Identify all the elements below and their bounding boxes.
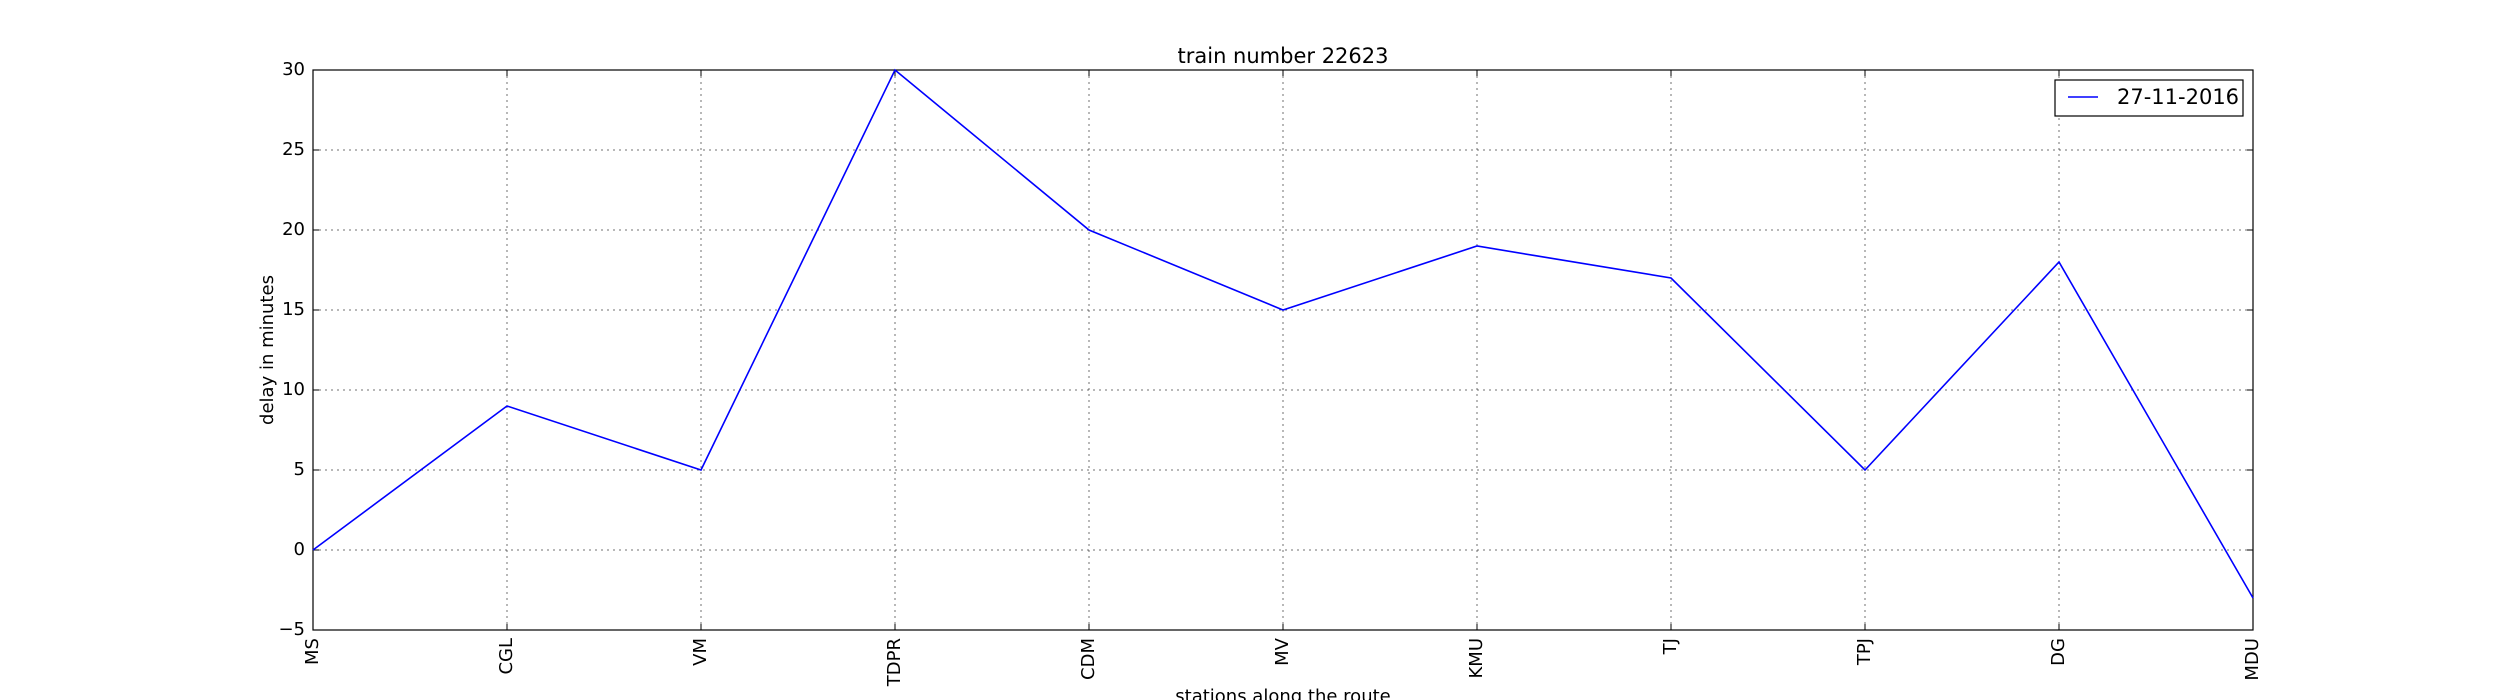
x-tick-label: DG bbox=[2048, 638, 2069, 666]
x-tick-label: VM bbox=[690, 638, 711, 666]
y-tick-label: −5 bbox=[278, 619, 305, 640]
grid bbox=[312, 69, 2254, 631]
chart-title: train number 22623 bbox=[1178, 44, 1389, 68]
series-layer bbox=[312, 68, 2254, 599]
y-axis-label: delay in minutes bbox=[257, 275, 278, 425]
legend-label: 27-11-2016 bbox=[2117, 85, 2239, 109]
x-tick-label: TPJ bbox=[1854, 638, 1875, 666]
x-tick-label: TDPR bbox=[884, 638, 905, 687]
x-tick-label: MDU bbox=[2242, 638, 2263, 681]
x-tick-label: TJ bbox=[1660, 638, 1681, 655]
y-tick-label: 10 bbox=[282, 379, 305, 400]
series-line bbox=[312, 68, 2254, 599]
x-tick-label: CDM bbox=[1078, 638, 1099, 680]
x-tick-label: MS bbox=[302, 638, 323, 665]
ticks: MS CGL VM TDPR CDM MV KMU TJ TPJ DG MDU −5 0 5 10 15 20 2… bbox=[278, 59, 2263, 687]
y-tick-label: 5 bbox=[294, 459, 305, 480]
y-tick-label: 0 bbox=[294, 539, 305, 560]
x-tick-label: CGL bbox=[496, 638, 517, 675]
x-tick-label: KMU bbox=[1466, 638, 1487, 679]
y-tick-label: 15 bbox=[282, 299, 305, 320]
x-tick-label: MV bbox=[1272, 637, 1293, 666]
x-axis-label: stations along the route bbox=[1175, 686, 1390, 700]
legend-box bbox=[2054, 79, 2244, 117]
y-tick-label: 20 bbox=[282, 219, 305, 240]
legend: 27-11-2016 bbox=[2054, 79, 2244, 117]
y-tick-label: 30 bbox=[282, 59, 305, 80]
y-tick-label: 25 bbox=[282, 139, 305, 160]
